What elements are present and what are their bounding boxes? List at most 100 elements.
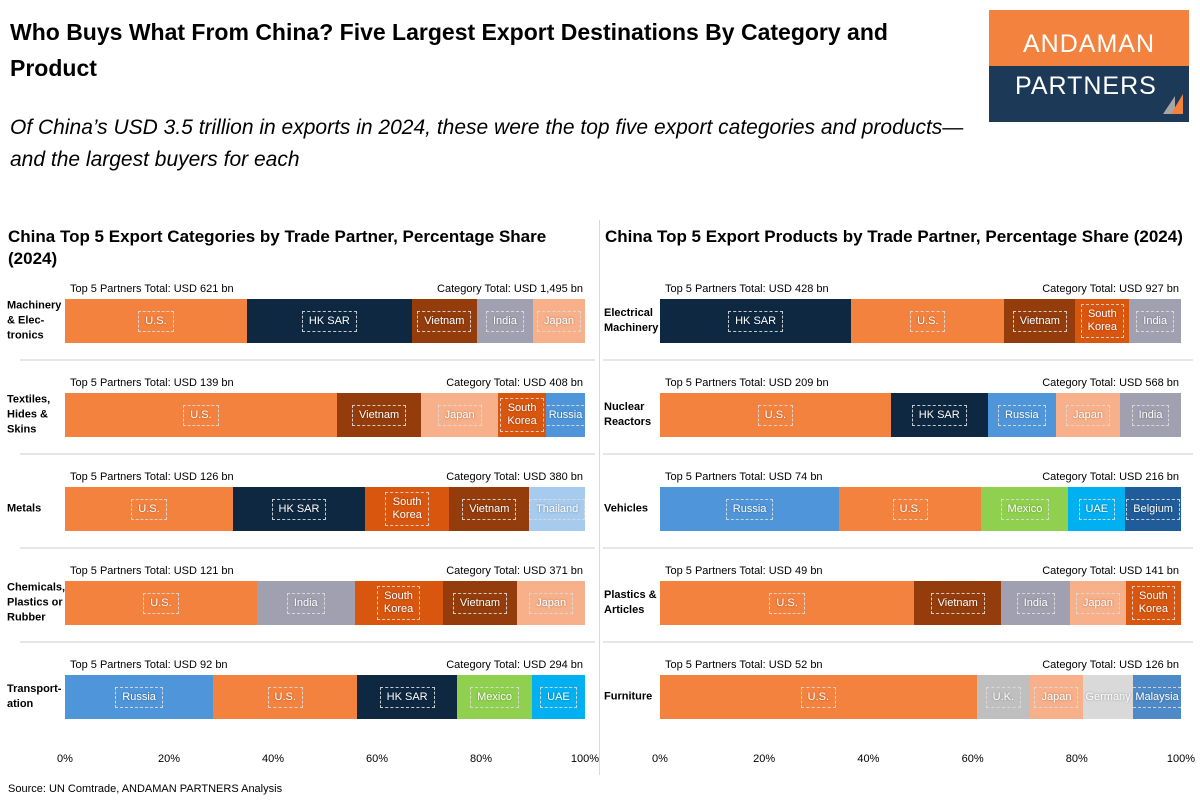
- category-total: Category Total: USD 380 bn: [446, 471, 583, 483]
- bar-segment-india: India: [1120, 393, 1181, 437]
- source-note: Source: UN Comtrade, ANDAMAN PARTNERS An…: [8, 783, 283, 795]
- data-label: Vietnam: [462, 498, 517, 520]
- bar-segment-hk-sar: HK SAR: [232, 487, 366, 531]
- category-total: Category Total: USD 371 bn: [446, 565, 583, 577]
- data-label: Russia: [546, 404, 585, 426]
- data-label: Japan: [537, 310, 581, 332]
- x-tick-label: 0%: [652, 753, 668, 765]
- logo-triangles-icon: [1163, 94, 1183, 114]
- data-label: Thailand: [529, 498, 585, 520]
- bar-segment-u-k: U.K.: [976, 675, 1030, 719]
- bar-segment-belgium: Belgium: [1125, 487, 1181, 531]
- x-tick-label: 60%: [365, 753, 389, 765]
- row-label: Transport-ation: [7, 683, 62, 710]
- row-label: Metals: [7, 502, 42, 515]
- bar-segment-u-s: U.S.: [65, 487, 233, 531]
- data-label: Mexico: [1000, 498, 1050, 520]
- data-label: U.S.: [183, 404, 219, 426]
- data-label: U.S.: [267, 686, 303, 708]
- andaman-partners-logo: ANDAMAN PARTNERS: [989, 10, 1189, 122]
- partners-total: Top 5 Partners Total: USD 621 bn: [70, 283, 234, 295]
- row-separator: [20, 359, 595, 361]
- bar-segment-japan: Japan: [1029, 675, 1084, 719]
- x-tick-label: 100%: [570, 753, 600, 765]
- category-total: Category Total: USD 927 bn: [1042, 283, 1179, 295]
- bar-segment-malaysia: Malaysia: [1133, 675, 1181, 719]
- row-label: Plastics & Articles: [604, 589, 657, 616]
- data-label: South Korea: [500, 398, 544, 432]
- bar-segment-hk-sar: HK SAR: [890, 393, 988, 437]
- x-tick-label: 100%: [1166, 753, 1196, 765]
- data-label: Japan: [529, 592, 574, 614]
- left-chart-title: China Top 5 Export Categories by Trade P…: [8, 227, 547, 268]
- data-label: India: [1136, 310, 1175, 332]
- right-chart-title: China Top 5 Export Products by Trade Par…: [605, 227, 1183, 246]
- bar-segment-vietnam: Vietnam: [449, 487, 530, 531]
- category-total: Category Total: USD 1,495 bn: [437, 283, 583, 295]
- data-label: U.K.: [985, 686, 1022, 708]
- bar-segment-hk-sar: HK SAR: [247, 299, 412, 343]
- data-label: UAE: [1078, 498, 1116, 520]
- partners-total: Top 5 Partners Total: USD 49 bn: [665, 565, 823, 577]
- category-total: Category Total: USD 126 bn: [1042, 659, 1179, 671]
- bar-segment-japan: Japan: [1070, 581, 1126, 625]
- data-label: South Korea: [1131, 586, 1176, 620]
- bar-segment-japan: Japan: [1055, 393, 1121, 437]
- data-label: U.S.: [769, 592, 805, 614]
- category-total: Category Total: USD 216 bn: [1042, 471, 1179, 483]
- partners-total: Top 5 Partners Total: USD 126 bn: [70, 471, 234, 483]
- partners-total: Top 5 Partners Total: USD 92 bn: [70, 659, 228, 671]
- x-tick-label: 40%: [261, 753, 285, 765]
- category-total: Category Total: USD 568 bn: [1042, 377, 1179, 389]
- bar-segment-india: India: [1129, 299, 1181, 343]
- data-label: India: [1016, 592, 1055, 614]
- partners-total: Top 5 Partners Total: USD 209 bn: [665, 377, 829, 389]
- bar-segment-japan: Japan: [533, 299, 585, 343]
- x-tick-label: 60%: [961, 753, 984, 765]
- bar-segment-u-s: U.S.: [213, 675, 358, 719]
- data-label: Vietnam: [930, 592, 985, 614]
- data-label: U.S.: [131, 498, 167, 520]
- x-tick-label: 20%: [157, 753, 181, 765]
- category-total: Category Total: USD 294 bn: [446, 659, 583, 671]
- bar-segment-mexico: Mexico: [457, 675, 532, 719]
- row-separator: [20, 641, 595, 643]
- bar-segment-south-korea: South Korea: [1125, 581, 1181, 625]
- bar-segment-south-korea: South Korea: [365, 487, 450, 531]
- row-separator: [603, 547, 1193, 549]
- bar-segment-u-s: U.S.: [839, 487, 982, 531]
- data-label: U.S.: [800, 686, 837, 708]
- x-tick-label: 80%: [1065, 753, 1088, 765]
- data-label: U.S.: [143, 592, 179, 614]
- partners-total: Top 5 Partners Total: USD 121 bn: [70, 565, 234, 577]
- data-label: Japan: [437, 404, 482, 426]
- bar-segment-india: India: [476, 299, 533, 343]
- bar-segment-u-s: U.S.: [851, 299, 1005, 343]
- data-label: Russia: [998, 404, 1046, 426]
- bar-segment-uae: UAE: [531, 675, 585, 719]
- bar-segment-hk-sar: HK SAR: [660, 299, 852, 343]
- bar-segment-south-korea: South Korea: [354, 581, 443, 625]
- bar-segment-vietnam: Vietnam: [1004, 299, 1076, 343]
- bar-segment-vietnam: Vietnam: [411, 299, 477, 343]
- bar-segment-russia: Russia: [65, 675, 214, 719]
- data-label: Germany: [1083, 686, 1134, 708]
- bar-segment-vietnam: Vietnam: [914, 581, 1002, 625]
- bar-segment-south-korea: South Korea: [1075, 299, 1130, 343]
- bar-segment-japan: Japan: [517, 581, 585, 625]
- data-label: India: [1131, 404, 1170, 426]
- partners-total: Top 5 Partners Total: USD 74 bn: [665, 471, 823, 483]
- data-label: U.S.: [138, 310, 174, 332]
- data-label: Malaysia: [1133, 686, 1181, 708]
- logo-line1: ANDAMAN: [989, 10, 1189, 66]
- data-label: Vietnam: [351, 404, 407, 426]
- bar-segment-vietnam: Vietnam: [442, 581, 518, 625]
- bar-segment-u-s: U.S.: [660, 675, 977, 719]
- bar-segment-thailand: Thailand: [529, 487, 585, 531]
- bar-segment-south-korea: South Korea: [498, 393, 546, 437]
- bar-segment-russia: Russia: [660, 487, 840, 531]
- bar-segment-india: India: [1001, 581, 1071, 625]
- data-label: HK SAR: [271, 498, 327, 520]
- data-label: Vietnam: [452, 592, 508, 614]
- row-label: Chemicals, Plastics or Rubber: [7, 581, 66, 624]
